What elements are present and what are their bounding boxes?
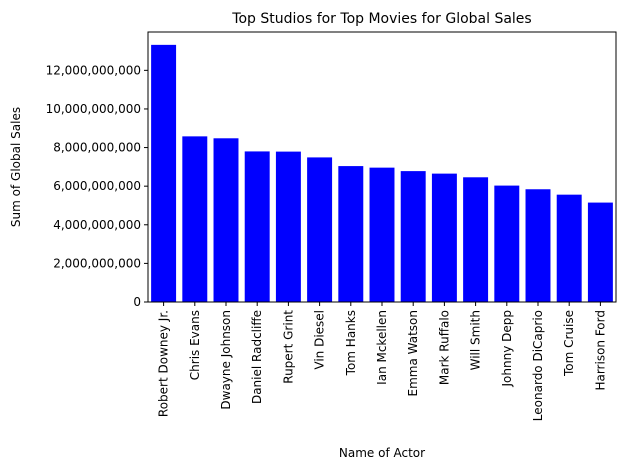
x-tick-label-13: Tom Cruise	[562, 310, 576, 377]
x-axis-label: Name of Actor	[339, 446, 425, 460]
x-tick-label-10: Will Smith	[469, 310, 483, 370]
bar-3	[244, 151, 270, 302]
chart-title: Top Studios for Top Movies for Global Sa…	[231, 11, 531, 27]
bar-14	[587, 202, 613, 302]
bar-13	[556, 194, 582, 302]
bars-group	[151, 44, 613, 303]
x-tick-label-14: Harrison Ford	[593, 310, 607, 391]
x-tick-label-4: Rupert Grint	[281, 310, 295, 384]
x-tick-label-1: Chris Evans	[188, 310, 202, 380]
y-tick-label-6: 12,000,000,000	[46, 63, 141, 77]
x-tick-label-6: Tom Hanks	[344, 310, 358, 376]
x-tick-label-11: Johnny Depp	[500, 310, 514, 387]
y-tick-label-1: 2,000,000,000	[53, 256, 141, 270]
y-axis-ticks: 0 2,000,000,000 4,000,000,000 6,000,000,000…	[46, 63, 148, 309]
x-tick-label-12: Leonardo DiCaprio	[531, 310, 545, 421]
bar-7	[369, 167, 395, 302]
y-tick-label-0: 0	[133, 295, 141, 309]
y-tick-label-5: 10,000,000,000	[46, 102, 141, 116]
bar-9	[431, 173, 457, 302]
x-tick-label-9: Mark Ruffalo	[437, 310, 451, 385]
x-axis-ticks: Robert Downey Jr. Chris Evans Dwayne Johns…	[157, 302, 607, 421]
x-tick-label-5: Vin Diesel	[313, 310, 327, 370]
x-tick-label-8: Emma Watson	[406, 310, 420, 396]
bar-4	[275, 151, 301, 302]
x-tick-label-3: Daniel Radcliffe	[250, 310, 264, 404]
bar-8	[400, 171, 426, 302]
bar-10	[463, 177, 489, 302]
bar-12	[525, 189, 551, 302]
y-tick-label-4: 8,000,000,000	[53, 141, 141, 155]
x-tick-label-2: Dwayne Johnson	[219, 310, 233, 410]
x-tick-label-7: Ian Mckellen	[375, 310, 389, 385]
y-tick-label-2: 4,000,000,000	[53, 218, 141, 232]
bar-5	[307, 157, 333, 302]
x-tick-label-0: Robert Downey Jr.	[157, 310, 171, 417]
plot-frame	[147, 31, 617, 303]
bar-1	[182, 136, 208, 302]
bar-11	[494, 185, 520, 302]
y-axis-label: Sum of Global Sales	[9, 107, 23, 227]
y-tick-label-3: 6,000,000,000	[53, 179, 141, 193]
bar-6	[338, 166, 364, 302]
bar-0	[151, 44, 177, 303]
bar-2	[213, 138, 239, 302]
